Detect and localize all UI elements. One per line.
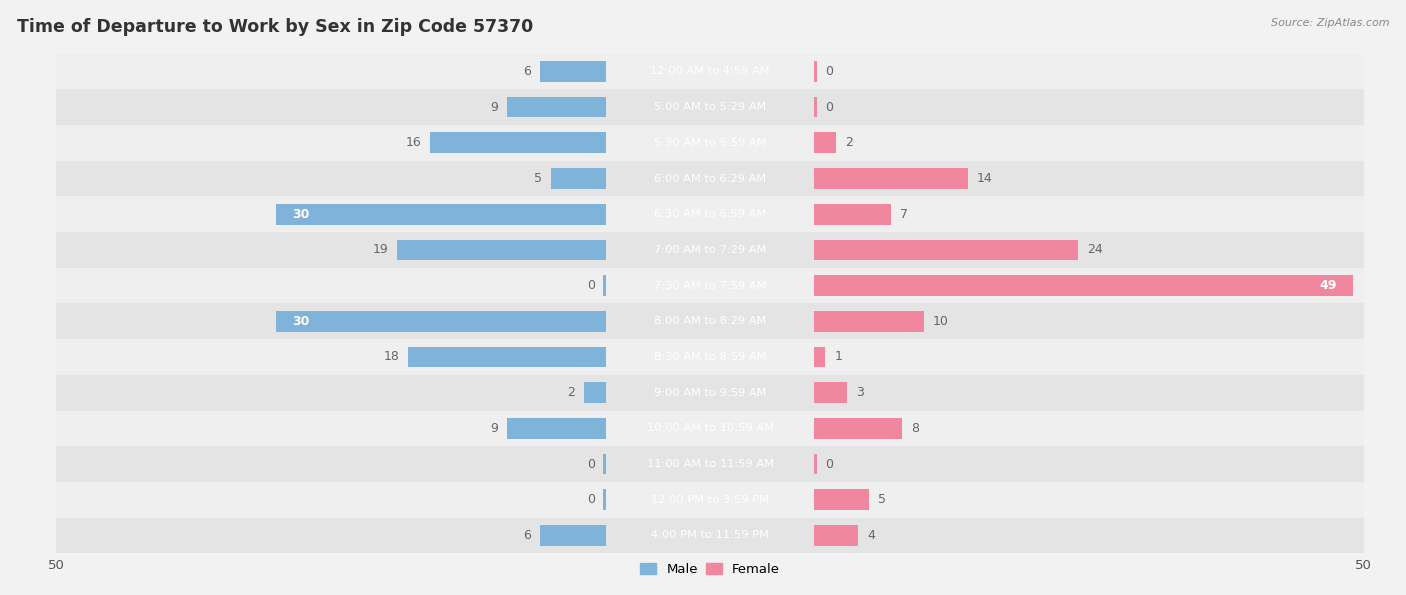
Text: 19: 19 [373, 243, 388, 256]
Bar [540, 61, 606, 82]
Bar [56, 482, 1364, 518]
Bar [56, 303, 1364, 339]
Text: 5:00 AM to 5:29 AM: 5:00 AM to 5:29 AM [654, 102, 766, 112]
Text: 7:00 AM to 7:29 AM: 7:00 AM to 7:29 AM [654, 245, 766, 255]
Text: 8:00 AM to 8:29 AM: 8:00 AM to 8:29 AM [654, 317, 766, 326]
Bar [814, 311, 924, 331]
Text: 9: 9 [491, 101, 498, 114]
Text: 5: 5 [534, 172, 541, 185]
Text: 0: 0 [825, 101, 834, 114]
Bar [276, 204, 606, 224]
Text: 5: 5 [879, 493, 886, 506]
Text: 6:00 AM to 6:29 AM: 6:00 AM to 6:29 AM [654, 174, 766, 183]
Bar [583, 383, 606, 403]
Bar [56, 196, 1364, 232]
Bar [603, 454, 606, 474]
Text: 10: 10 [934, 315, 949, 328]
Text: 9:00 AM to 9:59 AM: 9:00 AM to 9:59 AM [654, 388, 766, 397]
Text: 9: 9 [491, 422, 498, 435]
Text: 49: 49 [1319, 279, 1336, 292]
Text: 30: 30 [292, 208, 309, 221]
Text: 12:00 PM to 3:59 PM: 12:00 PM to 3:59 PM [651, 495, 769, 505]
Text: 6: 6 [523, 529, 531, 542]
Text: 4: 4 [868, 529, 875, 542]
Bar [56, 518, 1364, 553]
Bar [408, 347, 606, 367]
Text: 0: 0 [586, 279, 595, 292]
Text: 0: 0 [825, 65, 834, 78]
Bar [603, 275, 606, 296]
Text: 4:00 PM to 11:59 PM: 4:00 PM to 11:59 PM [651, 531, 769, 540]
Bar [540, 525, 606, 546]
Bar [396, 240, 606, 260]
Bar [56, 446, 1364, 482]
Text: 8: 8 [911, 422, 920, 435]
Bar [56, 89, 1364, 125]
Bar [814, 133, 837, 153]
Text: Source: ZipAtlas.com: Source: ZipAtlas.com [1271, 18, 1389, 28]
Text: 0: 0 [586, 458, 595, 471]
Text: 8:30 AM to 8:59 AM: 8:30 AM to 8:59 AM [654, 352, 766, 362]
Bar [814, 525, 859, 546]
Bar [814, 97, 817, 117]
Bar [814, 418, 903, 439]
Text: 6:30 AM to 6:59 AM: 6:30 AM to 6:59 AM [654, 209, 766, 219]
Bar [814, 204, 891, 224]
Bar [56, 411, 1364, 446]
Text: 14: 14 [977, 172, 993, 185]
Bar [814, 275, 1353, 296]
Bar [814, 454, 817, 474]
Text: 2: 2 [845, 136, 853, 149]
Text: 24: 24 [1087, 243, 1102, 256]
Text: 30: 30 [292, 315, 309, 328]
Bar [603, 490, 606, 510]
Text: 11:00 AM to 11:59 AM: 11:00 AM to 11:59 AM [647, 459, 773, 469]
Text: 18: 18 [384, 350, 399, 364]
Bar [814, 383, 848, 403]
Text: 5:30 AM to 5:59 AM: 5:30 AM to 5:59 AM [654, 138, 766, 148]
Bar [56, 339, 1364, 375]
Bar [56, 375, 1364, 411]
Bar [814, 61, 817, 82]
Bar [506, 418, 606, 439]
Text: 10:00 AM to 10:59 AM: 10:00 AM to 10:59 AM [647, 424, 773, 433]
Bar [276, 311, 606, 331]
Bar [814, 240, 1078, 260]
Bar [56, 54, 1364, 89]
Text: 7: 7 [900, 208, 908, 221]
Text: 0: 0 [586, 493, 595, 506]
Text: 7:30 AM to 7:59 AM: 7:30 AM to 7:59 AM [654, 281, 766, 290]
Bar [56, 125, 1364, 161]
Bar [506, 97, 606, 117]
Legend: Male, Female: Male, Female [634, 558, 786, 582]
Text: 3: 3 [856, 386, 865, 399]
Text: 1: 1 [834, 350, 842, 364]
Bar [814, 490, 869, 510]
Bar [430, 133, 606, 153]
Bar [551, 168, 606, 189]
Bar [56, 268, 1364, 303]
Text: 16: 16 [405, 136, 420, 149]
Text: Time of Departure to Work by Sex in Zip Code 57370: Time of Departure to Work by Sex in Zip … [17, 18, 533, 36]
Text: 2: 2 [567, 386, 575, 399]
Bar [814, 168, 969, 189]
Bar [814, 347, 825, 367]
Text: 0: 0 [825, 458, 834, 471]
Bar [56, 161, 1364, 196]
Text: 12:00 AM to 4:59 AM: 12:00 AM to 4:59 AM [651, 67, 769, 76]
Bar [56, 232, 1364, 268]
Text: 6: 6 [523, 65, 531, 78]
